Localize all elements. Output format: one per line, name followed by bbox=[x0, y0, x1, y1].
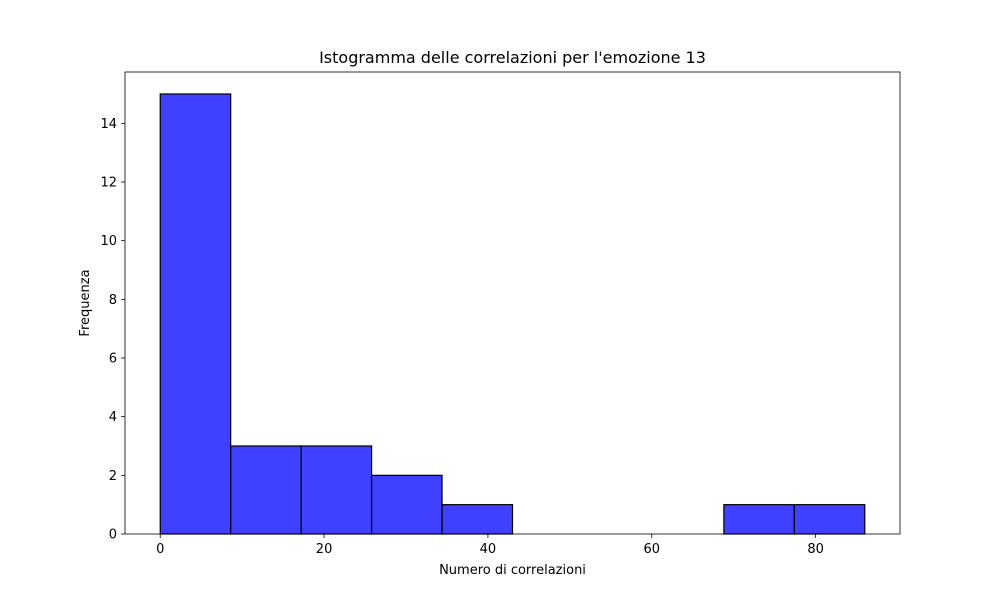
histogram-bar bbox=[441, 504, 514, 535]
histogram-bar bbox=[793, 504, 866, 535]
y-tick-label: 4 bbox=[109, 410, 117, 425]
histogram-bar bbox=[159, 93, 232, 535]
y-tick-label: 2 bbox=[109, 469, 117, 484]
y-tick-label: 6 bbox=[109, 352, 117, 367]
y-tick-label: 10 bbox=[100, 234, 117, 249]
x-tick-label: 60 bbox=[643, 542, 660, 557]
axes-frame bbox=[124, 71, 901, 535]
bars-group bbox=[159, 93, 866, 535]
histogram-bar bbox=[723, 504, 795, 535]
x-axis-ticks: 0 20 40 60 80 bbox=[156, 534, 824, 557]
chart-title: Istogramma delle correlazioni per l'emoz… bbox=[319, 48, 706, 67]
x-tick-label: 40 bbox=[480, 542, 497, 557]
y-tick-label: 12 bbox=[100, 176, 117, 191]
y-axis-label: Frequenza bbox=[78, 269, 93, 336]
y-tick-label: 0 bbox=[109, 528, 117, 543]
y-tick-label: 14 bbox=[100, 117, 117, 132]
histogram-bar bbox=[300, 445, 373, 535]
histogram-bar bbox=[230, 445, 302, 535]
histogram-bar bbox=[370, 474, 443, 535]
x-axis-label: Numero di correlazioni bbox=[439, 563, 586, 578]
y-tick-label: 8 bbox=[109, 293, 117, 308]
x-tick-label: 20 bbox=[316, 542, 333, 557]
x-tick-label: 0 bbox=[156, 542, 164, 557]
x-tick-label: 80 bbox=[807, 542, 824, 557]
y-axis-ticks: 0 2 4 6 8 10 12 14 bbox=[100, 117, 125, 543]
